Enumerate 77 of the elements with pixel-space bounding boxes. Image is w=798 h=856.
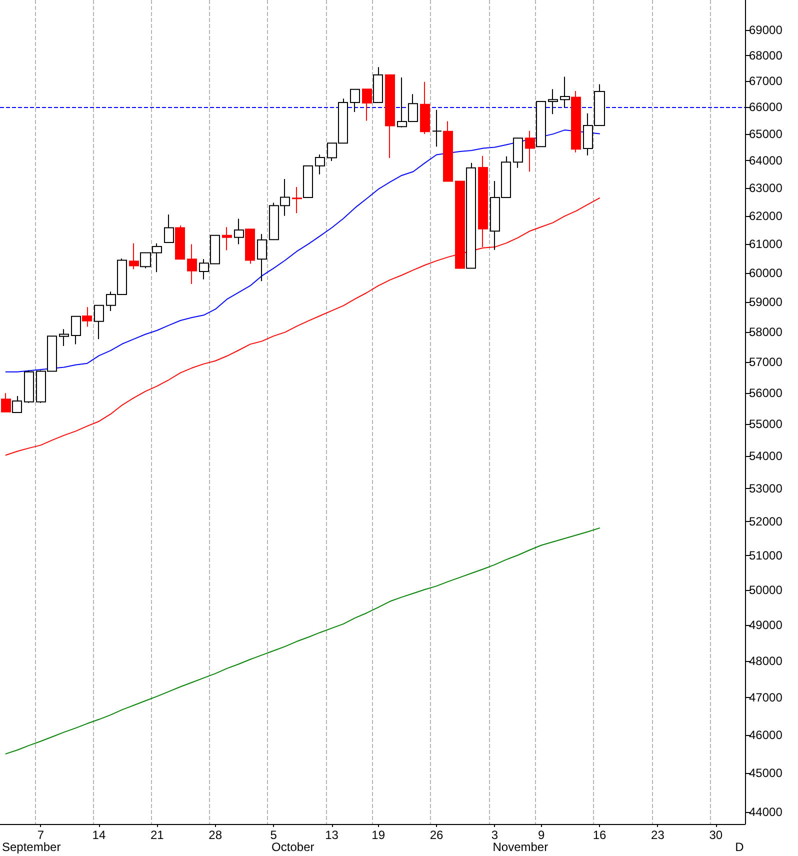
- y-tick-label: 52000: [749, 514, 783, 529]
- candlestick: [362, 88, 372, 122]
- y-tick-label: 47000: [749, 690, 783, 704]
- y-tick-label: 64000: [749, 154, 783, 168]
- y-tick-label: 63000: [749, 181, 783, 196]
- candlestick: [245, 228, 255, 264]
- y-tick-label: 53000: [749, 482, 783, 496]
- candlestick: [94, 304, 104, 340]
- x-tick-label: 19: [372, 828, 386, 842]
- x-tick-label: 3: [491, 828, 498, 842]
- y-tick-label: 59000: [749, 295, 783, 310]
- candlestick: [12, 395, 22, 414]
- x-tick-label: 30: [709, 828, 723, 842]
- x-tick-label: 23: [651, 828, 665, 842]
- candlestick: [560, 76, 570, 108]
- y-tick-label: 67000: [749, 74, 783, 88]
- candlestick: [234, 218, 244, 245]
- candlestick: [443, 120, 453, 182]
- y-tick-label: 66000: [749, 100, 783, 114]
- line-series: [5, 130, 600, 372]
- x-tick-label: 13: [325, 828, 339, 842]
- x-tick-label: 21: [150, 828, 164, 842]
- text: November: [492, 840, 548, 854]
- y-tick-label: 56000: [749, 386, 783, 400]
- y-tick-label: 54000: [749, 449, 783, 464]
- y-tick-label: 51000: [749, 548, 783, 562]
- candlestick: [71, 316, 81, 345]
- candlestick: [1, 392, 11, 412]
- y-tick-label: 69000: [749, 22, 783, 37]
- text: October: [272, 840, 314, 854]
- x-tick-label: 28: [208, 828, 222, 842]
- candlestick: [222, 226, 232, 251]
- y-tick-label: 58000: [749, 324, 783, 339]
- y-tick-label: 65000: [749, 126, 783, 141]
- y-tick-label: 68000: [749, 48, 783, 62]
- x-tick-label: 9: [538, 828, 545, 842]
- candlestick: [373, 66, 383, 104]
- candlestick: [164, 214, 174, 243]
- y-tick-label: 50000: [749, 582, 783, 597]
- x-tick-label: 5: [270, 828, 278, 842]
- candlestick: [548, 88, 558, 115]
- y-tick-label: 55000: [749, 417, 783, 432]
- y-tick-label: 45000: [749, 766, 783, 780]
- y-tick-label: 44000: [749, 805, 783, 820]
- candlestick: [24, 370, 34, 404]
- x-tick-label: 26: [430, 828, 444, 842]
- candlestick: [175, 224, 185, 260]
- candlestick: [187, 244, 197, 284]
- candlestick: [292, 186, 302, 214]
- candlestick: [315, 154, 325, 175]
- y-tick-label: 49000: [749, 618, 783, 632]
- candlestick: [420, 81, 430, 135]
- y-tick-label: 46000: [749, 728, 783, 742]
- y-tick-label: 62000: [749, 208, 783, 223]
- line-series: [5, 528, 600, 754]
- candlestick: [129, 242, 139, 270]
- x-tick-label: 14: [92, 828, 106, 842]
- candlestick: [59, 328, 69, 347]
- x-tick-label: 7: [37, 828, 44, 842]
- y-tick-label: 61000: [749, 237, 783, 252]
- y-tick-label: 60000: [749, 266, 783, 280]
- candlestick: [303, 165, 313, 198]
- candlestick: [525, 130, 535, 172]
- text: D: [735, 840, 744, 854]
- y-tick-label: 48000: [749, 654, 783, 668]
- y-tick-label: 57000: [749, 355, 783, 370]
- candlestick: [571, 90, 581, 153]
- candlestick: [466, 162, 476, 269]
- candlestick: [513, 138, 523, 168]
- candlestick: [350, 88, 360, 112]
- text: September: [2, 840, 61, 854]
- candlestick: [82, 306, 92, 328]
- candlestick: [257, 233, 267, 282]
- x-tick-label: 16: [592, 828, 606, 842]
- candlestick: [536, 100, 546, 148]
- candlestick: [432, 109, 442, 148]
- candlestick: [385, 74, 395, 159]
